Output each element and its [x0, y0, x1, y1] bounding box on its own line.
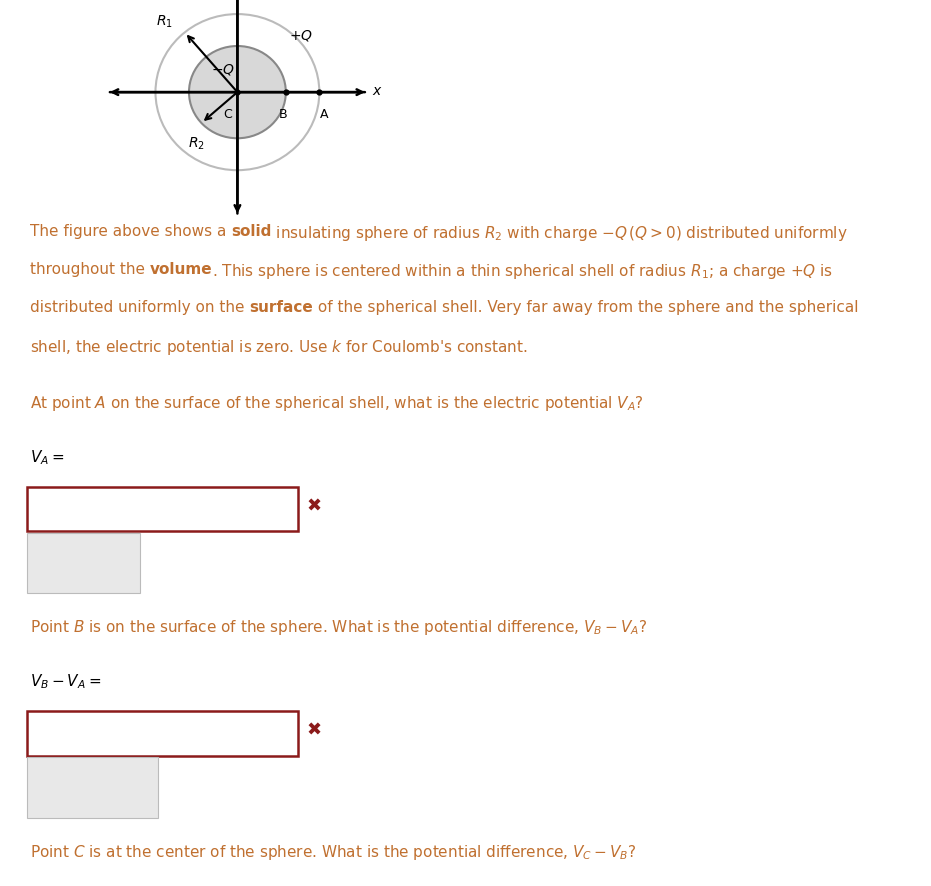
Text: throughout the: throughout the [30, 261, 150, 276]
Text: $R_2$: $R_2$ [188, 136, 205, 152]
Circle shape [189, 47, 286, 139]
Text: $-k \cdot \dfrac{Q}{R_2}$: $-k \cdot \dfrac{Q}{R_2}$ [39, 540, 99, 581]
Text: $x$: $x$ [372, 84, 383, 98]
Text: At point $A$ on the surface of the spherical shell, what is the electric potenti: At point $A$ on the surface of the spher… [30, 393, 643, 412]
Text: $V_A =$: $V_A =$ [30, 447, 64, 466]
FancyBboxPatch shape [27, 533, 140, 594]
Text: insulating sphere of radius $R_2$ with charge $-Q\,(Q>0)$ distributed uniformly: insulating sphere of radius $R_2$ with c… [272, 223, 848, 242]
Text: ✖: ✖ [306, 497, 321, 515]
Text: $R_1$: $R_1$ [155, 13, 172, 30]
FancyBboxPatch shape [27, 711, 298, 756]
Text: solid: solid [231, 223, 272, 238]
Text: distributed uniformly on the: distributed uniformly on the [30, 299, 250, 315]
Text: surface: surface [250, 299, 313, 315]
Text: . This sphere is centered within a thin spherical shell of radius $R_1$; a charg: . This sphere is centered within a thin … [212, 261, 833, 280]
Text: volume: volume [150, 261, 212, 276]
Text: -k*Q/R_2: -k*Q/R_2 [39, 499, 109, 515]
Text: Point $C$ is at the center of the sphere. What is the potential difference, $V_C: Point $C$ is at the center of the sphere… [30, 842, 637, 860]
Text: A: A [319, 108, 329, 121]
Text: ✖: ✖ [306, 721, 321, 739]
FancyBboxPatch shape [27, 758, 158, 818]
Text: C: C [223, 108, 232, 121]
Text: $+Q$: $+Q$ [289, 28, 313, 43]
Text: shell, the electric potential is zero. Use $k$ for Coulomb's constant.: shell, the electric potential is zero. U… [30, 338, 528, 356]
Text: of the spherical shell. Very far away from the sphere and the spherical: of the spherical shell. Very far away fr… [313, 299, 858, 315]
Text: k*Q/(2*R_2): k*Q/(2*R_2) [39, 723, 135, 739]
Text: Point $B$ is on the surface of the sphere. What is the potential difference, $V_: Point $B$ is on the surface of the spher… [30, 618, 647, 636]
Text: The figure above shows a: The figure above shows a [30, 223, 231, 238]
Text: $V_B - V_A =$: $V_B - V_A =$ [30, 672, 101, 690]
Text: $k \cdot \dfrac{Q}{2 \cdot R_2}$: $k \cdot \dfrac{Q}{2 \cdot R_2}$ [39, 765, 107, 805]
Text: $-Q$: $-Q$ [211, 62, 236, 77]
Text: B: B [278, 108, 288, 121]
FancyBboxPatch shape [27, 487, 298, 532]
